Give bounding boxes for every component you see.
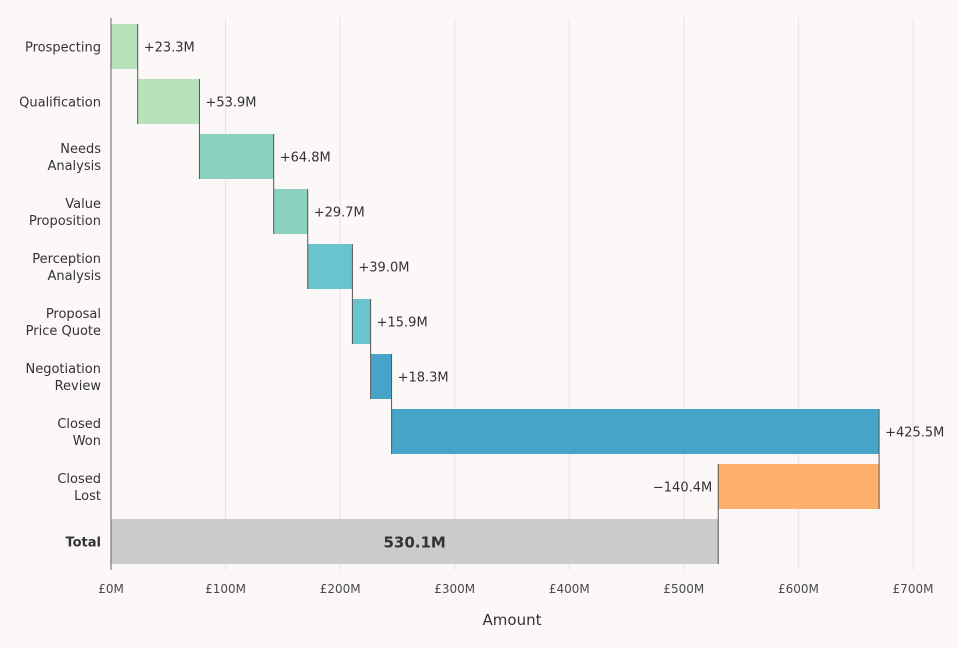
- x-tick-label: £600M: [778, 582, 819, 596]
- category-label: Prospecting: [25, 41, 101, 56]
- data-label: +23.3M: [144, 41, 195, 56]
- total-value-label: 530.1M: [383, 534, 445, 552]
- total-category-label: Total: [65, 536, 101, 551]
- data-label: +425.5M: [885, 426, 944, 441]
- category-label-line: Analysis: [47, 269, 101, 284]
- x-tick-label: £200M: [320, 582, 361, 596]
- waterfall-bar: [718, 464, 880, 509]
- data-label: +29.7M: [314, 206, 365, 221]
- category-labels: Prospecting Qualification Needs Analysis Val…: [19, 41, 101, 551]
- waterfall-bar: [391, 409, 880, 454]
- category-label-line: Prospecting: [25, 41, 101, 56]
- gridlines: [225, 18, 914, 570]
- category-label: Value Proposition: [29, 197, 101, 229]
- category-label-line: Closed: [57, 417, 101, 432]
- category-label-line: Review: [55, 379, 102, 394]
- category-label: Closed Won: [57, 417, 101, 449]
- data-label: −140.4M: [653, 481, 712, 496]
- category-label: Perception Analysis: [32, 252, 101, 284]
- waterfall-bar: [307, 244, 353, 289]
- waterfall-bar: [111, 24, 138, 69]
- x-tick-label: £0M: [98, 582, 124, 596]
- waterfall-bar: [199, 134, 274, 179]
- category-label: Closed Lost: [57, 472, 101, 504]
- category-label: Needs Analysis: [47, 142, 101, 174]
- total-bar: [111, 519, 719, 564]
- data-label: +53.9M: [205, 96, 256, 111]
- category-label-line: Needs: [60, 142, 101, 157]
- category-label-line: Proposition: [29, 214, 101, 229]
- x-axis-title: Amount: [483, 611, 542, 629]
- data-label: +39.0M: [358, 261, 409, 276]
- x-tick-label: £500M: [663, 582, 704, 596]
- x-tick-label: £700M: [893, 582, 934, 596]
- category-label: Negotiation Review: [25, 362, 101, 394]
- x-tick-label: £300M: [434, 582, 475, 596]
- x-tick-labels: £0M £100M £200M £300M £400M £500M £600M £700M: [98, 582, 933, 596]
- category-label: Qualification: [19, 96, 101, 111]
- category-label-line: Value: [65, 197, 101, 212]
- category-label-line: Won: [73, 434, 101, 449]
- data-label: +64.8M: [280, 151, 331, 166]
- category-label-line: Perception: [32, 252, 101, 267]
- waterfall-bar: [137, 79, 200, 124]
- connectors: [137, 24, 880, 564]
- category-label-line: Lost: [74, 489, 101, 504]
- category-label-line: Proposal: [46, 307, 101, 322]
- waterfall-bar: [352, 299, 371, 344]
- category-label-line: Qualification: [19, 96, 101, 111]
- waterfall-bar: [273, 189, 308, 234]
- waterfall-bar: [370, 354, 392, 399]
- data-labels: +23.3M +53.9M +64.8M +29.7M +39.0M +15.9M +18.…: [144, 41, 945, 552]
- data-label: +15.9M: [377, 316, 428, 331]
- x-tick-label: £100M: [205, 582, 246, 596]
- x-tick-label: £400M: [549, 582, 590, 596]
- category-label-line: Closed: [57, 472, 101, 487]
- category-label-line: Price Quote: [26, 324, 101, 339]
- category-label: Proposal Price Quote: [26, 307, 101, 339]
- bars: [111, 24, 880, 564]
- category-label-line: Negotiation: [25, 362, 101, 377]
- category-label-line: Analysis: [47, 159, 101, 174]
- data-label: +18.3M: [398, 371, 449, 386]
